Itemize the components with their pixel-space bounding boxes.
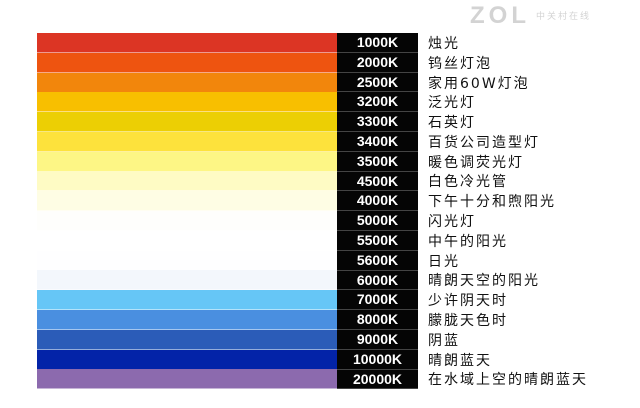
- color-swatch: [37, 92, 337, 113]
- light-source-label: 家用60W灯泡: [428, 75, 530, 92]
- color-swatch: [37, 52, 337, 73]
- temperature-row: 9000K 阴蓝: [37, 329, 588, 350]
- light-source-label: 晴朗蓝天: [428, 352, 492, 369]
- temperature-row: 5500K 中午的阳光: [37, 230, 588, 251]
- kelvin-label: 5500K: [337, 230, 418, 251]
- kelvin-label: 5000K: [337, 211, 418, 231]
- light-source-label: 阴蓝: [428, 332, 460, 349]
- kelvin-label: 3500K: [337, 151, 418, 172]
- color-swatch: [37, 151, 337, 172]
- light-source-label: 晴朗天空的阳光: [428, 273, 540, 290]
- kelvin-label: 7000K: [337, 290, 418, 311]
- color-swatch: [37, 369, 337, 390]
- kelvin-label: 4500K: [337, 171, 418, 192]
- watermark-logo: ZOL: [470, 2, 530, 29]
- light-source-label: 中午的阳光: [428, 233, 508, 250]
- color-swatch: [37, 171, 337, 192]
- color-swatch: [37, 211, 337, 232]
- color-temperature-table: 1000K 烛光 2000K 钨丝灯泡 2500K 家用60W灯泡 3200K 泛光灯 3300…: [37, 32, 588, 390]
- light-source-label: 烛光: [428, 35, 460, 52]
- kelvin-label: 6000K: [337, 270, 418, 291]
- light-source-label: 泛光灯: [428, 95, 476, 112]
- kelvin-label: 2000K: [337, 52, 418, 73]
- light-source-label: 日光: [428, 253, 460, 270]
- light-source-label: 朦胧天色时: [428, 313, 508, 330]
- temperature-row: 8000K 朦胧天色时: [37, 310, 588, 331]
- light-source-label: 钨丝灯泡: [428, 55, 492, 72]
- temperature-row: 3500K 暖色调荧光灯: [37, 151, 588, 172]
- color-swatch: [37, 250, 337, 271]
- kelvin-label: 4000K: [337, 191, 418, 212]
- color-swatch: [37, 230, 337, 251]
- temperature-row: 20000K 在水域上空的晴朗蓝天: [37, 369, 588, 390]
- light-source-label: 少许阴天时: [428, 293, 508, 310]
- color-swatch: [37, 112, 337, 133]
- light-source-label: 百货公司造型灯: [428, 134, 540, 151]
- light-source-label: 闪光灯: [428, 214, 476, 231]
- kelvin-label: 20000K: [337, 369, 418, 390]
- color-swatch: [37, 349, 337, 370]
- color-swatch: [37, 310, 337, 331]
- color-swatch: [37, 32, 337, 53]
- color-swatch: [37, 191, 337, 212]
- kelvin-label: 3300K: [337, 112, 418, 132]
- kelvin-label: 8000K: [337, 310, 418, 330]
- temperature-row: 3200K 泛光灯: [37, 92, 588, 113]
- temperature-row: 7000K 少许阴天时: [37, 290, 588, 311]
- color-swatch: [37, 290, 337, 311]
- kelvin-label: 3400K: [337, 131, 418, 152]
- temperature-row: 2000K 钨丝灯泡: [37, 52, 588, 73]
- color-swatch: [37, 270, 337, 291]
- light-source-label: 石英灯: [428, 115, 476, 132]
- kelvin-label: 9000K: [337, 329, 418, 350]
- temperature-row: 10000K 晴朗蓝天: [37, 349, 588, 370]
- light-source-label: 暖色调荧光灯: [428, 154, 524, 171]
- temperature-row: 3300K 石英灯: [37, 112, 588, 133]
- kelvin-label: 1000K: [337, 33, 418, 53]
- kelvin-label: 5600K: [337, 250, 418, 271]
- temperature-row: 4500K 白色冷光管: [37, 171, 588, 192]
- temperature-row: 5000K 闪光灯: [37, 211, 588, 232]
- temperature-row: 5600K 日光: [37, 250, 588, 271]
- temperature-row: 6000K 晴朗天空的阳光: [37, 270, 588, 291]
- color-swatch: [37, 329, 337, 350]
- color-swatch: [37, 131, 337, 152]
- temperature-row: 2500K 家用60W灯泡: [37, 72, 588, 93]
- light-source-label: 在水域上空的晴朗蓝天: [428, 372, 588, 389]
- light-source-label: 下午十分和煦阳光: [428, 194, 556, 211]
- kelvin-label: 2500K: [337, 72, 418, 93]
- temperature-row: 1000K 烛光: [37, 32, 588, 53]
- watermark-sub: 中关村在线: [536, 11, 592, 21]
- temperature-row: 3400K 百货公司造型灯: [37, 131, 588, 152]
- kelvin-label: 10000K: [337, 349, 418, 370]
- zol-watermark: ZOL 中关村在线: [470, 2, 591, 30]
- color-swatch: [37, 72, 337, 93]
- kelvin-label: 3200K: [337, 92, 418, 113]
- light-source-label: 白色冷光管: [428, 174, 508, 191]
- temperature-row: 4000K 下午十分和煦阳光: [37, 191, 588, 212]
